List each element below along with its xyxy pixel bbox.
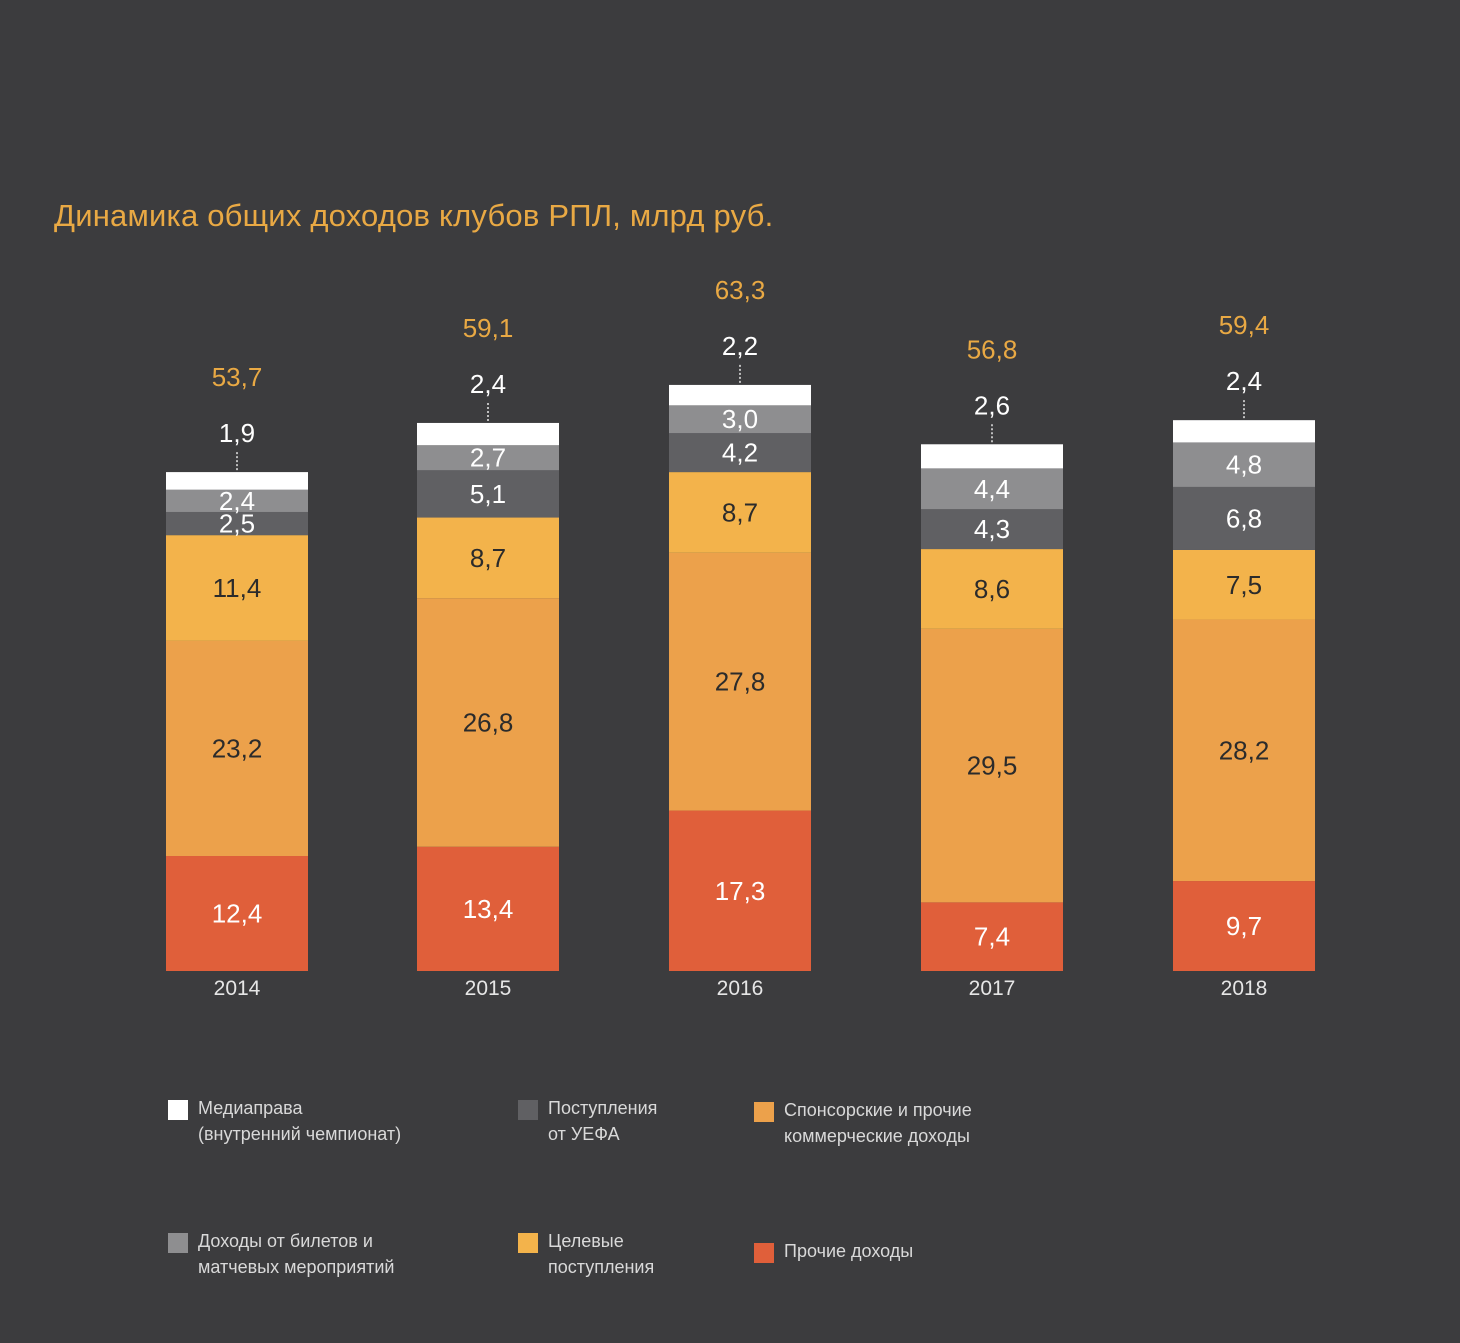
segment-label-sponsor-2015: 26,8 <box>463 707 514 737</box>
bar-segment-sponsor-2014 <box>166 640 308 857</box>
legend-item-target: Целевые поступления <box>518 1228 654 1280</box>
chart-title: Динамика общих доходов клубов РПЛ, млрд … <box>54 198 774 233</box>
total-label-2017: 56,8 <box>967 334 1018 364</box>
legend-label-uefa: Поступления от УЕФА <box>548 1098 658 1144</box>
legend-swatch-other <box>754 1243 774 1263</box>
segment-label-tickets-2015: 2,7 <box>470 443 506 473</box>
bar-segment-sponsor-2017 <box>921 628 1063 903</box>
segment-label-uefa-2018: 6,8 <box>1226 503 1262 533</box>
segment-label-media-2015: 2,4 <box>470 369 506 399</box>
segment-label-other-2018: 9,7 <box>1226 911 1262 941</box>
legend-swatch-tickets <box>168 1233 188 1253</box>
bar-segment-uefa-2017 <box>921 509 1063 550</box>
legend-swatch-sponsor <box>754 1102 774 1122</box>
segment-label-tickets-2016: 3,0 <box>722 404 758 434</box>
legend-item-tickets: Доходы от билетов и матчевых мероприятий <box>168 1228 394 1280</box>
x-tick-label-2017: 2017 <box>969 977 1016 1000</box>
legend-label-target: Целевые поступления <box>548 1231 655 1277</box>
bar-segment-uefa-2016 <box>669 433 811 473</box>
bar-segment-target-2018 <box>1173 549 1315 620</box>
legend-label-sponsor: Спонсорские и прочие коммерческие доходы <box>784 1100 972 1146</box>
bar-segment-media-2016 <box>669 384 811 406</box>
bar-segment-media-2018 <box>1173 420 1315 443</box>
segment-label-media-2016: 2,2 <box>722 331 758 361</box>
bar-segment-tickets-2017 <box>921 468 1063 510</box>
segment-label-sponsor-2014: 23,2 <box>212 733 263 763</box>
bar-segment-uefa-2015 <box>417 470 559 518</box>
bar-segment-other-2015 <box>417 846 559 971</box>
total-label-2018: 59,4 <box>1219 310 1270 340</box>
total-label-2016: 63,3 <box>715 275 766 305</box>
bar-segment-media-2015 <box>417 422 559 446</box>
bar-segment-sponsor-2018 <box>1173 619 1315 882</box>
segment-label-sponsor-2018: 28,2 <box>1219 735 1270 765</box>
bar-segment-target-2016 <box>669 472 811 553</box>
segment-label-target-2014: 11,4 <box>213 573 262 603</box>
segment-label-media-2018: 2,4 <box>1226 366 1262 396</box>
legend-item-sponsor: Спонсорские и прочие коммерческие доходы <box>754 1097 972 1149</box>
legend-item-other: Прочие доходы <box>754 1238 913 1264</box>
segment-label-uefa-2017: 4,3 <box>974 514 1010 544</box>
legend-label-other: Прочие доходы <box>784 1241 914 1261</box>
segment-label-other-2017: 7,4 <box>974 922 1010 952</box>
bar-segment-target-2015 <box>417 517 559 599</box>
legend-item-media: Медиаправа (внутренний чемпионат) <box>168 1095 401 1147</box>
segment-label-sponsor-2017: 29,5 <box>967 751 1018 781</box>
labels-layer: 12,423,211,42,52,41,953,7201413,426,88,7… <box>212 275 1270 1000</box>
segment-label-target-2018: 7,5 <box>1226 570 1262 600</box>
bar-segment-tickets-2016 <box>669 405 811 434</box>
x-tick-label-2016: 2016 <box>717 977 764 1000</box>
legend-swatch-target <box>518 1233 538 1253</box>
bar-segment-target-2017 <box>921 549 1063 629</box>
legend-label-media: Медиаправа (внутренний чемпионат) <box>198 1098 402 1144</box>
total-label-2015: 59,1 <box>463 313 514 343</box>
bar-segment-other-2017 <box>921 902 1063 971</box>
segment-label-uefa-2014: 2,5 <box>219 509 255 539</box>
x-tick-label-2014: 2014 <box>214 977 261 1000</box>
x-tick-label-2015: 2015 <box>465 977 512 1000</box>
bar-segment-sponsor-2015 <box>417 598 559 847</box>
bar-segment-other-2014 <box>166 856 308 971</box>
legend-swatch-uefa <box>518 1100 538 1120</box>
segment-label-other-2015: 13,4 <box>463 894 514 924</box>
bar-segment-sponsor-2016 <box>669 552 811 811</box>
segment-label-tickets-2017: 4,4 <box>974 474 1010 504</box>
segment-label-other-2014: 12,4 <box>212 899 263 929</box>
legend-item-uefa: Поступления от УЕФА <box>518 1095 657 1147</box>
bar-segment-tickets-2018 <box>1173 442 1315 487</box>
segment-label-sponsor-2016: 27,8 <box>715 667 766 697</box>
bar-segment-uefa-2014 <box>166 511 308 536</box>
segment-label-target-2017: 8,6 <box>974 574 1010 604</box>
bars-layer <box>166 384 1315 971</box>
segment-label-tickets-2014: 2,4 <box>219 486 255 516</box>
x-tick-label-2018: 2018 <box>1221 977 1268 1000</box>
bar-segment-target-2014 <box>166 535 308 641</box>
segment-label-target-2015: 8,7 <box>470 543 506 573</box>
legend-label-tickets: Доходы от билетов и матчевых мероприятий <box>198 1231 395 1277</box>
segment-label-other-2016: 17,3 <box>715 876 766 906</box>
segment-label-tickets-2018: 4,8 <box>1226 450 1262 480</box>
segment-label-media-2017: 2,6 <box>974 390 1010 420</box>
bar-segment-tickets-2014 <box>166 489 308 512</box>
bar-segment-other-2018 <box>1173 881 1315 971</box>
total-label-2014: 53,7 <box>212 362 263 392</box>
segment-label-media-2014: 1,9 <box>219 418 255 448</box>
bar-segment-uefa-2018 <box>1173 486 1315 550</box>
bar-segment-media-2017 <box>921 444 1063 469</box>
segment-label-uefa-2016: 4,2 <box>722 438 758 468</box>
segment-label-target-2016: 8,7 <box>722 497 758 527</box>
legend-swatch-media <box>168 1100 188 1120</box>
bar-segment-tickets-2015 <box>417 445 559 471</box>
bar-segment-media-2014 <box>166 472 308 490</box>
bar-segment-other-2016 <box>669 810 811 971</box>
segment-label-uefa-2015: 5,1 <box>470 479 506 509</box>
